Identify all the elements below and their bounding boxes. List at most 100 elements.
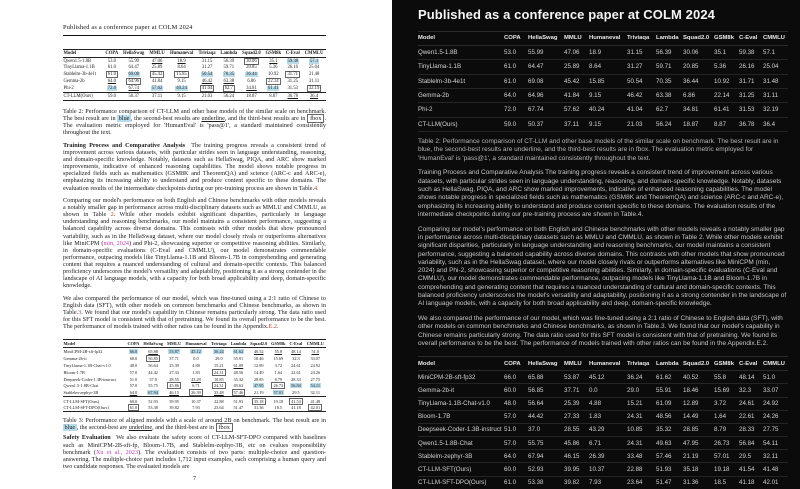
model-name: MiniCPM-2B-sft-fp32	[418, 370, 504, 385]
metric-value: 4.88	[192, 362, 200, 368]
metric-value: 66.0	[504, 370, 528, 385]
ref-link[interactable]: E.2	[268, 323, 277, 331]
column-header: GSM8k	[714, 356, 739, 372]
third-best-value: 35.18	[251, 397, 266, 405]
text-segment: .	[276, 323, 279, 331]
metric-value: 60.0	[504, 462, 528, 477]
metric-value: 55.8	[269, 348, 287, 355]
metric-value: 7.93	[192, 405, 200, 411]
metric-value: 59.0	[504, 117, 528, 133]
column-header: Triviaqa	[627, 31, 656, 46]
paper-running-header: Published as a conference paper at COLM …	[63, 24, 326, 36]
best-value: 61.62	[232, 349, 244, 355]
metric-value: 41.18	[739, 476, 763, 489]
citation-link[interactable]: min, 2024	[103, 239, 130, 247]
best-value: 36.44	[245, 72, 258, 78]
model-name: Stablelm-zephyr-3B	[63, 390, 99, 396]
table-row: TinyLlama-1.1B 61.0 64.47 25.89 8.64 31.27 59.…	[418, 59, 788, 75]
metric-value: 48.0	[129, 362, 138, 368]
metric-value: 25.04	[763, 59, 788, 75]
metric-value: 28.33	[739, 423, 763, 438]
metric-value: 31.48	[308, 72, 320, 78]
column-header: Squad2.0	[683, 356, 714, 372]
metric-value: 41.84	[564, 88, 589, 104]
text-segment: ) and Phi-2, showcasing superior or comp…	[63, 239, 326, 290]
text-segment: underline	[128, 424, 153, 432]
metric-value: 55.91	[233, 356, 244, 362]
metric-value: 6.86	[247, 78, 256, 84]
metric-value: 24.26	[310, 369, 321, 375]
metric-value: 46.15	[165, 389, 183, 396]
metric-value: 30.06	[683, 45, 714, 61]
metric-value: 1.83	[589, 410, 627, 424]
metric-value: 31.53	[739, 102, 763, 118]
second-best-value: 33.48	[214, 390, 224, 396]
third-best-value: 61.0	[105, 71, 118, 79]
text-segment: ). The evaluation consists of two parts:…	[63, 448, 326, 470]
metric-value: 10.92	[268, 72, 279, 78]
third-best-value: 26.73	[271, 382, 286, 390]
metric-value: 62.7	[656, 102, 683, 118]
metric-value: 15.21	[627, 397, 656, 411]
metric-value: 24.31	[627, 436, 656, 451]
metric-value: 41.04	[196, 84, 218, 92]
column-header: MMLU	[564, 356, 589, 372]
ref-link[interactable]: 2	[110, 211, 114, 219]
model-name: Qwen1.5-1.8B-Chat	[63, 383, 99, 389]
ref-link[interactable]: 3	[78, 309, 82, 317]
second-best-value: 47.06	[151, 58, 163, 64]
metric-value: 0.0	[589, 383, 627, 398]
metric-value: 24.31	[627, 410, 656, 424]
metric-value: 32.19	[763, 102, 788, 118]
metric-value: 46.15	[564, 449, 589, 464]
table-row: Stablelm-3b-4e1t 61.0 69.08 45.42 15.85 50.54…	[418, 74, 788, 89]
metric-value: 35.1	[263, 57, 283, 64]
metric-value: 39.82	[564, 476, 589, 489]
text-segment: Safety Evaluation	[63, 434, 111, 442]
metric-value: 35.32	[233, 376, 244, 382]
metric-value: 64.0	[504, 449, 528, 464]
paper-title-dark: Published as a conference paper at COLM …	[418, 7, 716, 22]
ref-link[interactable]: 4	[314, 184, 318, 192]
best-value: 57.1	[309, 58, 319, 64]
converted-dark-render: Published as a conference paper at COLM …	[392, 0, 800, 489]
metric-value: 57.62	[147, 85, 167, 92]
metric-value: 8.79	[714, 423, 739, 438]
metric-value: 6.71	[589, 436, 627, 451]
table-row: Gemma-2b-it 60.0 56.85 37.71 0.0 29.0 55.91 18.…	[418, 383, 788, 398]
column-header: COPA	[125, 339, 142, 349]
third-best-value: 15.85	[174, 71, 189, 79]
metric-value: 57.46	[229, 389, 248, 397]
metric-value: 32.11	[763, 449, 788, 464]
text-segment: , the second-best are	[76, 424, 129, 432]
metric-value: 64.0	[103, 78, 120, 85]
metric-value: 60.0	[504, 383, 528, 398]
metric-value: 24.31	[209, 368, 229, 376]
model-name: CT-LLM-SFT(Ours)	[63, 395, 126, 405]
citation-link[interactable]: Xu et al., 2023	[95, 448, 139, 456]
metric-value: 22.88	[627, 462, 656, 477]
metric-value: 40.24	[167, 85, 196, 92]
metric-value: 1.83	[192, 369, 200, 375]
metric-value: 36.4	[302, 91, 326, 101]
metric-value: 48.0	[504, 397, 528, 411]
metric-value: 19.18	[714, 462, 739, 477]
table-row: MiniCPM-2B-sft-fp32 66.0 65.88 53.87 45.12 36…	[418, 370, 788, 385]
table-row: Qwen1.5-1.8B-Chat 57.0 55.75 45.86 6.71 24.31…	[63, 382, 326, 390]
metric-value: 26.16	[287, 65, 298, 71]
metric-value: 41.18	[291, 405, 301, 411]
metric-value: 25.89	[151, 65, 163, 71]
metric-value: 40.52	[248, 348, 269, 355]
table-3-dark: Model COPA HellaSwag MMLU Humaneval Triviaqa L…	[418, 356, 788, 489]
metric-value: 27.33	[169, 369, 179, 375]
best-value: 57.01	[272, 390, 284, 396]
metric-value: 61.0	[504, 59, 528, 75]
metric-value: 31.25	[739, 88, 763, 104]
third-best-value: 56.85	[146, 355, 160, 363]
column-header: Lambda	[217, 49, 240, 58]
column-header: Model	[418, 356, 504, 372]
column-header: Model	[63, 49, 104, 58]
metric-value: 56.24	[217, 91, 240, 101]
metric-value: 56.85	[528, 383, 564, 398]
